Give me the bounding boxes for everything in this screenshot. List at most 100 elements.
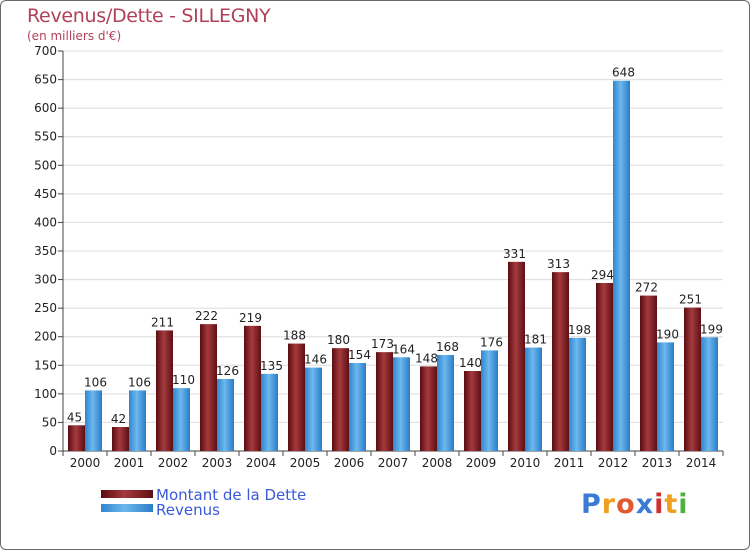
debt-bar	[68, 425, 85, 451]
revenus-bar	[173, 388, 190, 451]
debt-value-label: 148	[415, 351, 438, 365]
revenus-bar	[701, 337, 718, 451]
revenus-value-label: 164	[392, 342, 415, 356]
y-tick-label: 350	[34, 244, 57, 258]
debt-bar	[420, 366, 437, 451]
y-tick-label: 200	[34, 330, 57, 344]
debt-value-label: 140	[459, 356, 482, 370]
debt-bar	[288, 343, 305, 451]
revenus-value-label: 154	[348, 348, 371, 362]
y-tick-label: 250	[34, 301, 57, 315]
x-tick-label: 2005	[290, 456, 321, 470]
debt-value-label: 45	[67, 410, 82, 424]
debt-bar	[684, 307, 701, 451]
legend-label-debt: Montant de la Dette	[156, 486, 306, 504]
debt-value-label: 219	[239, 311, 262, 325]
revenus-value-label: 106	[128, 375, 151, 389]
y-tick-label: 500	[34, 158, 57, 172]
debt-bar	[596, 283, 613, 451]
debt-bar	[508, 261, 525, 451]
debt-value-label: 251	[679, 293, 702, 307]
revenus-value-label: 190	[656, 327, 679, 341]
revenus-bar	[261, 373, 278, 451]
debt-bar	[244, 325, 261, 451]
debt-value-label: 173	[371, 337, 394, 351]
logo-letter: o	[616, 489, 636, 520]
chart-title: Revenus/Dette - SILLEGNY	[27, 5, 271, 27]
revenus-value-label: 146	[304, 353, 327, 367]
x-tick-label: 2000	[70, 456, 101, 470]
x-tick-label: 2001	[114, 456, 145, 470]
revenus-value-label: 199	[700, 322, 723, 336]
revenus-bar	[481, 350, 498, 451]
debt-bar	[640, 295, 657, 451]
x-tick-label: 2009	[466, 456, 497, 470]
revenus-bar	[85, 390, 102, 451]
logo-letter: x	[635, 489, 655, 520]
legend-swatch-revenus	[101, 504, 153, 512]
revenus-bar	[393, 357, 410, 451]
y-tick-label: 100	[34, 387, 57, 401]
legend: Montant de la Dette Revenus	[101, 486, 306, 519]
revenus-value-label: 110	[172, 373, 195, 387]
y-tick-label: 300	[34, 273, 57, 287]
debt-bar	[200, 324, 217, 451]
debt-bar	[552, 272, 569, 451]
x-tick-label: 2007	[378, 456, 409, 470]
debt-value-label: 294	[591, 268, 614, 282]
revenus-bar	[305, 367, 322, 451]
revenus-bar	[525, 347, 542, 451]
debt-value-label: 272	[635, 281, 658, 295]
y-tick-label: 550	[34, 130, 57, 144]
debt-value-label: 180	[327, 333, 350, 347]
logo-letter: i	[654, 489, 665, 520]
debt-value-label: 188	[283, 329, 306, 343]
chart-subtitle: (en milliers d'€)	[27, 29, 122, 43]
y-tick-label: 400	[34, 215, 57, 229]
revenus-bar	[613, 80, 630, 451]
revenus-bar	[129, 390, 146, 451]
x-tick-label: 2012	[598, 456, 629, 470]
revenus-value-label: 648	[612, 66, 635, 80]
x-tick-label: 2010	[510, 456, 541, 470]
revenus-bar	[217, 379, 234, 451]
revenus-value-label: 181	[524, 333, 547, 347]
logo-letter: r	[601, 489, 617, 520]
y-tick-label: 700	[34, 44, 57, 58]
logo-letter: P	[581, 489, 602, 520]
revenus-bar	[437, 355, 454, 451]
x-tick-label: 2008	[422, 456, 453, 470]
revenus-value-label: 198	[568, 323, 591, 337]
revenus-value-label: 126	[216, 364, 239, 378]
debt-bar	[332, 348, 349, 451]
x-tick-label: 2004	[246, 456, 277, 470]
debt-value-label: 42	[111, 412, 126, 426]
legend-label-revenus: Revenus	[156, 501, 220, 519]
y-tick-label: 0	[49, 444, 57, 458]
y-tick-label: 450	[34, 187, 57, 201]
debt-bar	[376, 352, 393, 451]
revenus-bar	[569, 337, 586, 451]
y-tick-label: 50	[42, 415, 57, 429]
revenus-bar	[657, 342, 674, 451]
logo-letter: t	[664, 489, 679, 520]
x-tick-label: 2006	[334, 456, 365, 470]
debt-bar	[112, 427, 129, 451]
revenus-value-label: 106	[84, 375, 107, 389]
y-tick-label: 600	[34, 101, 57, 115]
x-tick-label: 2013	[642, 456, 673, 470]
legend-swatch-debt	[101, 490, 153, 498]
x-tick-label: 2014	[686, 456, 717, 470]
debt-value-label: 222	[195, 309, 218, 323]
x-tick-label: 2002	[158, 456, 189, 470]
revenus-value-label: 135	[260, 359, 283, 373]
y-tick-label: 150	[34, 358, 57, 372]
debt-bar	[156, 330, 173, 451]
revenus-value-label: 168	[436, 340, 459, 354]
y-tick-label: 650	[34, 73, 57, 87]
x-tick-label: 2003	[202, 456, 233, 470]
debt-value-label: 211	[151, 315, 174, 329]
revenus-value-label: 176	[480, 335, 503, 349]
